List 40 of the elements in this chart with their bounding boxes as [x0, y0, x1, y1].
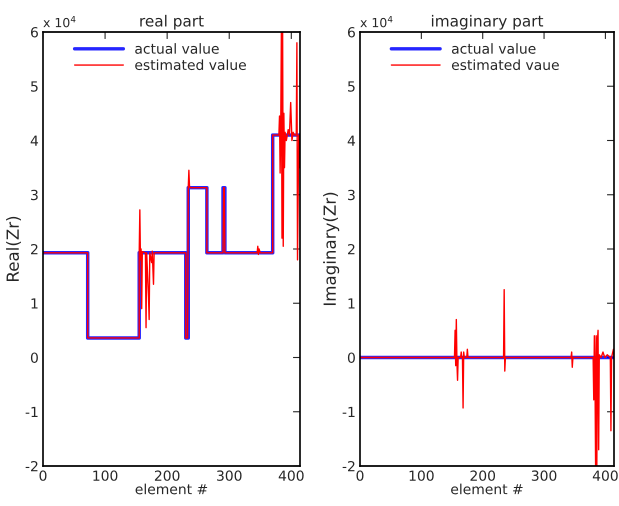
text: x 10$^{4}$	[360, 16, 392, 28]
x-tick-label: 200	[154, 470, 180, 481]
x-tick-label: 0	[356, 470, 364, 481]
y-axis-title: Real(Zr)	[6, 216, 21, 281]
x-tick-label: 300	[217, 470, 242, 481]
legend-label: estimated value	[135, 59, 246, 70]
x-tick-label: 400	[592, 470, 618, 481]
y-tick-label: 5	[31, 81, 38, 92]
y-tick-label: 5	[348, 81, 355, 92]
y-tick-label: -1	[342, 406, 355, 418]
x-tick-label: 300	[532, 470, 556, 481]
x-axis-title: element #	[136, 484, 208, 494]
y-tick-label: 0	[348, 352, 355, 363]
y-tick-label: -2	[342, 460, 354, 472]
y-tick-label: 4	[30, 136, 38, 146]
y-tick-label: 1	[32, 298, 38, 309]
y-tick-label: 2	[348, 244, 354, 254]
y-tick-label: -1	[26, 406, 38, 418]
legend-label: actual value	[135, 43, 219, 54]
y-tick-label: 3	[348, 190, 355, 200]
chart-title: imaginary part	[432, 14, 544, 30]
x-tick-label: 400	[278, 470, 304, 481]
y-tick-label: -2	[26, 460, 38, 472]
legend-label: estimated vaue	[452, 59, 559, 70]
x-tick-label: 200	[470, 470, 496, 481]
x-axis-title: element #	[451, 484, 523, 494]
legend-label: actual value	[452, 43, 536, 54]
x-tick-label: 0	[39, 470, 46, 481]
y-tick-label: 2	[31, 244, 38, 254]
y-tick-label: 3	[31, 190, 38, 200]
x-tick-label: 100	[410, 470, 434, 481]
y-tick-label: 0	[30, 352, 38, 363]
x-tick-label: 100	[93, 470, 118, 481]
text: x 10$^{4}$	[43, 16, 76, 28]
y-tick-label: 4	[348, 136, 356, 146]
y-axis-title: Imaginary(Zr)	[323, 192, 340, 306]
y-tick-label: 6	[30, 26, 38, 38]
chart-title: real part	[140, 14, 204, 30]
y-tick-label: 1	[348, 298, 355, 309]
y-tick-label: 6	[348, 26, 355, 38]
